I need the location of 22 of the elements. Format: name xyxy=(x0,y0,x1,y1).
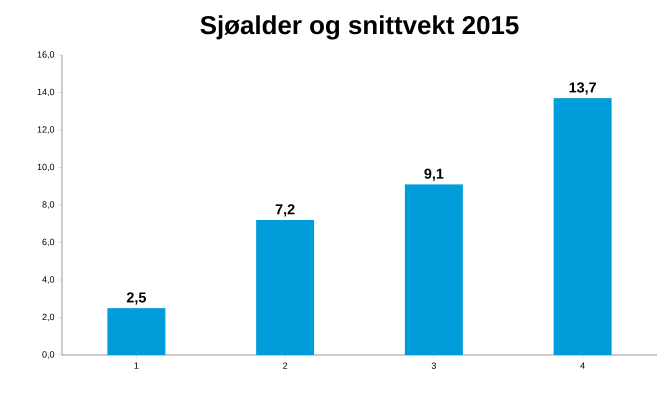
bar xyxy=(256,220,314,355)
x-tick-label: 4 xyxy=(580,362,585,369)
chart-title: Sjøalder og snittvekt 2015 xyxy=(200,15,519,40)
x-tick-label: 3 xyxy=(432,362,436,369)
bar xyxy=(554,98,612,355)
y-tick-label: 0,0 xyxy=(42,351,54,359)
y-tick-label: 14,0 xyxy=(38,88,54,96)
bar xyxy=(404,184,463,355)
data-label: 7,2 xyxy=(276,204,295,216)
data-label: 9,1 xyxy=(424,168,444,181)
y-tick-label: 4,0 xyxy=(42,276,54,284)
data-label: 2,5 xyxy=(126,292,146,305)
y-tick-label: 2,0 xyxy=(42,314,54,322)
bar xyxy=(107,308,166,355)
y-tick-label: 6,0 xyxy=(42,238,54,246)
y-tick-label: 12,0 xyxy=(38,126,54,134)
data-label: 13,7 xyxy=(570,82,596,95)
y-tick-label: 16,0 xyxy=(38,51,54,59)
x-tick-label: 2 xyxy=(283,362,288,369)
y-tick-label: 8,0 xyxy=(42,201,54,209)
y-tick-label: 10,0 xyxy=(38,164,54,172)
x-tick-label: 1 xyxy=(134,362,138,369)
